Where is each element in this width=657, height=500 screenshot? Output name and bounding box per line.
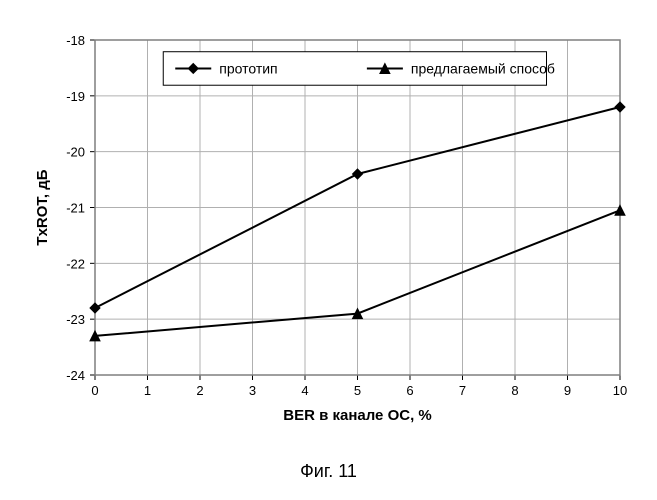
figure-caption: Фиг. 11 xyxy=(0,461,657,482)
y-tick-label: -18 xyxy=(66,33,85,48)
page-root: 0 1 2 3 4 5 6 7 8 9 10 -24 -23 -22 -21 -20 -19 -18 BER в к… xyxy=(0,0,657,500)
y-axis-title: TxROT, дБ xyxy=(34,169,51,245)
y-tick-label: -24 xyxy=(66,368,85,383)
legend-label-1: предлагаемый способ xyxy=(411,60,555,76)
x-tick-label: 5 xyxy=(354,383,361,398)
x-tick-label: 3 xyxy=(249,383,256,398)
y-tick-label: -22 xyxy=(66,256,85,271)
legend-label-0: прототип xyxy=(219,60,277,76)
x-tick-label: 4 xyxy=(301,383,308,398)
x-tick-label: 9 xyxy=(564,383,571,398)
chart-container: 0 1 2 3 4 5 6 7 8 9 10 -24 -23 -22 -21 -20 -19 -18 BER в к… xyxy=(25,25,640,435)
y-tick-label: -23 xyxy=(66,312,85,327)
x-tick-label: 0 xyxy=(91,383,98,398)
legend: прототип предлагаемый способ xyxy=(163,52,555,86)
x-tick-label: 8 xyxy=(511,383,518,398)
x-axis-title: BER в канале ОС, % xyxy=(283,407,432,424)
y-tick-label: -21 xyxy=(66,201,85,216)
x-tick-label: 1 xyxy=(144,383,151,398)
x-tick-label: 7 xyxy=(459,383,466,398)
line-chart: 0 1 2 3 4 5 6 7 8 9 10 -24 -23 -22 -21 -20 -19 -18 BER в к… xyxy=(25,25,640,435)
y-tick-label: -20 xyxy=(66,145,85,160)
x-tick-label: 6 xyxy=(406,383,413,398)
x-tick-label: 2 xyxy=(196,383,203,398)
x-tick-label: 10 xyxy=(613,383,627,398)
y-tick-label: -19 xyxy=(66,89,85,104)
